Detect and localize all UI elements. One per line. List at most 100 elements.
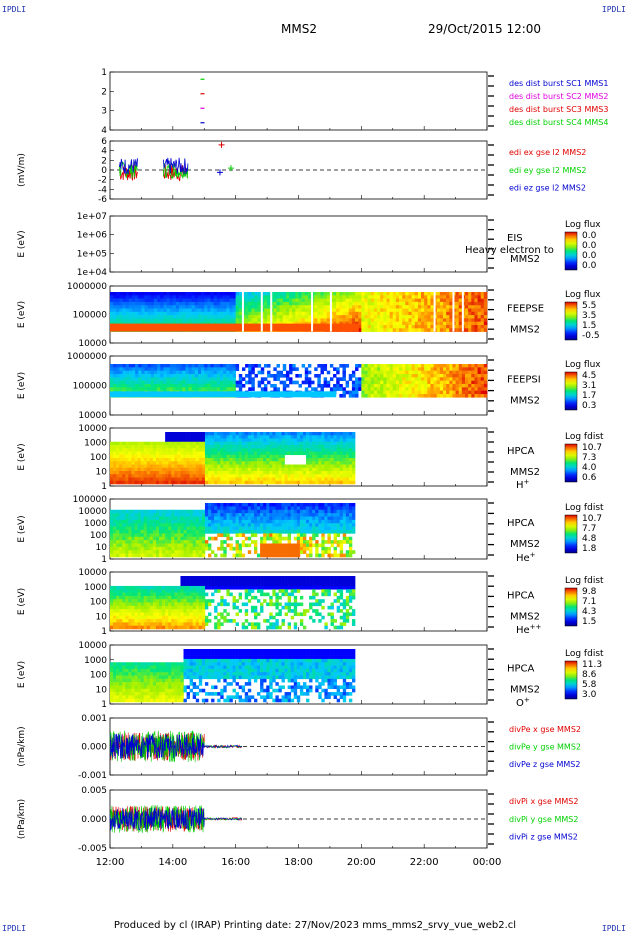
heat-cell [364,364,368,368]
heat-cell [125,387,130,391]
heat-cell [140,467,144,472]
heat-cell [183,464,187,469]
heat-cell [405,298,409,303]
heat-cell [216,373,221,378]
heat-cell [116,367,120,371]
heat-cell [165,533,169,538]
heat-cell [250,454,255,459]
heat-cell [296,445,301,449]
heat-cell [278,519,282,524]
heat-cell [351,477,356,482]
heat-cell [324,530,328,534]
heat-cell [295,292,299,296]
heat-cell [195,533,200,538]
heat-cell [395,292,400,296]
heat-cell [162,553,166,558]
heat-cell [392,305,397,309]
heat-cell [287,441,292,446]
heat-cell [188,298,192,303]
heat-cell [163,370,167,375]
heat-cell [302,526,307,531]
heat-cell [229,311,233,316]
heat-cell [185,318,189,322]
heat-cell [125,546,129,551]
heat-cell [125,533,129,538]
heat-cell [392,373,397,378]
heat-cell [116,533,120,538]
heat-cell [287,503,292,507]
heat-cell [174,553,178,558]
heat-cell [189,441,194,446]
heat-cell [232,383,236,388]
heat-cell [433,393,438,398]
heat-cell [160,380,164,385]
colorbar-gradient [564,301,578,341]
heat-cell [153,380,158,385]
heat-cell [468,301,472,306]
heat-cell [195,471,200,475]
heat-cell [247,519,252,524]
heat-cell [217,435,221,439]
heat-cell [171,536,175,541]
heat-cell [421,390,425,395]
heat-cell [119,523,123,527]
heat-cell [211,458,215,462]
heat-cell [226,458,230,462]
heat-cell [155,513,160,517]
heat-cell [163,298,167,303]
heat-cell [250,480,255,485]
heat-cell [185,367,189,371]
heat-cell [171,516,175,521]
heat-cell [314,367,318,371]
heat-cell [226,301,230,306]
heat-cell [361,315,365,319]
heat-cell [138,370,142,375]
heat-cell [284,513,288,517]
heat-cell [174,467,178,472]
heat-cell [232,448,236,452]
heat-cell [122,523,126,527]
heat-cell [455,364,460,368]
heat-cell [370,318,375,322]
heat-cell [339,461,344,465]
heat-cell [298,383,302,388]
heat-cell [315,477,319,482]
heat-cell [284,526,288,531]
heat-cell [295,311,299,316]
heat-cell [110,364,114,368]
heat-cell [392,298,397,303]
y-tick-label: 6 [101,137,107,147]
heat-cell [131,550,135,554]
heat-cell [296,533,301,538]
heat-cell [465,325,469,329]
heat-cell [144,380,148,385]
y-tick-label: 2 [101,87,107,97]
heat-cell [289,380,293,385]
heat-cell [269,461,273,465]
heat-cell [116,461,120,465]
heat-cell [213,387,218,391]
heat-cell [326,308,331,313]
heat-cell [402,367,406,371]
heat-cell [125,301,130,306]
heat-cell [443,311,447,316]
heat-cell [449,315,453,319]
heat-cell [301,380,306,385]
heat-cell [361,301,365,306]
heat-cell [119,441,123,446]
heat-cell [232,467,236,472]
heat-cell [146,513,151,517]
heat-cell [198,458,203,462]
heat-cell [373,318,378,322]
heat-cell [257,477,261,482]
heat-cell [477,315,482,319]
heat-cell [279,311,284,316]
heat-cell [421,387,425,391]
heat-cell [238,526,243,531]
heat-cell [195,546,200,551]
heat-cell [122,441,126,446]
heat-cell [165,513,169,517]
heat-cell [342,454,347,459]
heat-cell [116,318,120,322]
heat-cell [238,530,243,534]
